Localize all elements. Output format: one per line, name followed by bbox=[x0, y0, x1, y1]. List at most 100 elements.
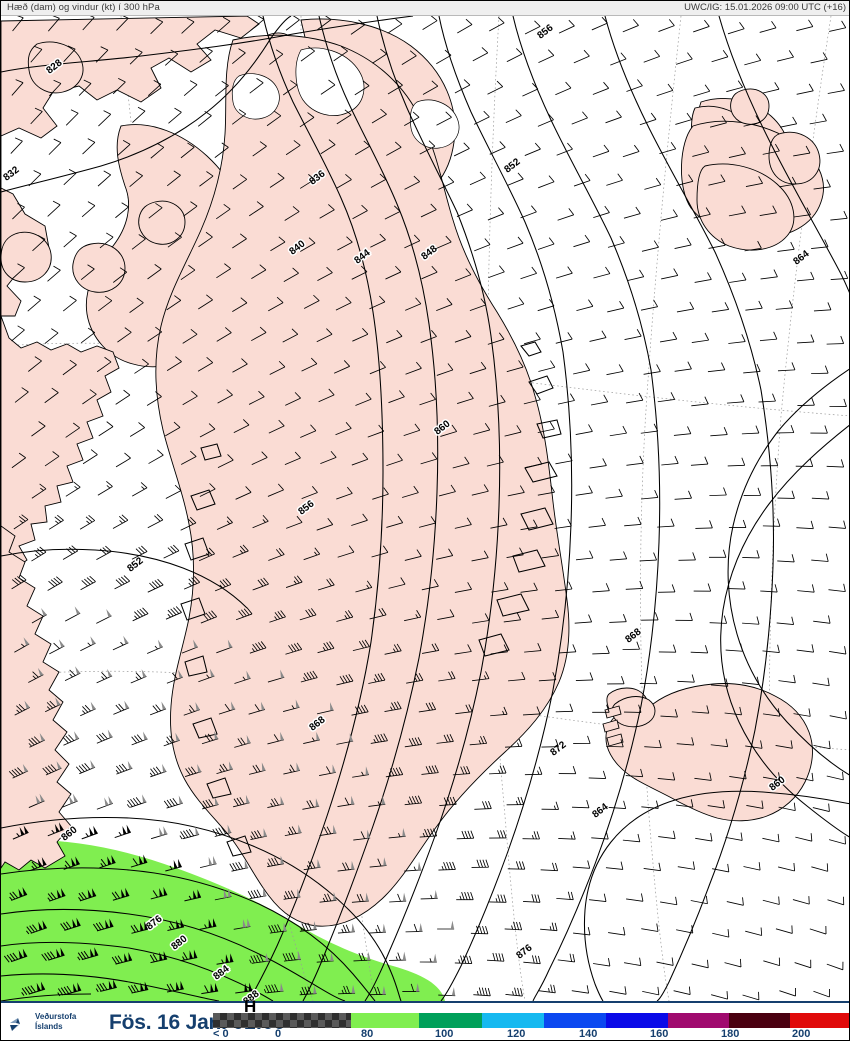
wind-barb bbox=[793, 207, 811, 218]
wind-barb bbox=[11, 574, 27, 590]
wind-barb bbox=[724, 958, 742, 968]
wind-barb bbox=[813, 302, 832, 312]
wind-barb bbox=[639, 552, 657, 562]
wind-barb bbox=[148, 202, 163, 219]
wind-barb bbox=[388, 828, 406, 839]
wind-barb bbox=[250, 16, 265, 31]
agency-name-line2: Íslands bbox=[35, 1022, 63, 1031]
wind-barb bbox=[404, 111, 420, 126]
wind-barb bbox=[828, 520, 847, 529]
wind-barb bbox=[149, 701, 167, 716]
wind-barb bbox=[456, 830, 475, 840]
wind-barb bbox=[320, 79, 336, 95]
wind-barb bbox=[370, 733, 388, 744]
wind-barb bbox=[811, 365, 829, 375]
wind-barb bbox=[96, 668, 113, 684]
wind-barb bbox=[555, 81, 572, 96]
wind-barb bbox=[826, 771, 844, 781]
wind-barb bbox=[165, 606, 182, 620]
wind-barb bbox=[92, 918, 114, 932]
wind-barb bbox=[31, 483, 47, 499]
colorbar-segment[interactable] bbox=[351, 1013, 419, 1028]
arctic-islet-b bbox=[1, 231, 52, 283]
wind-barb bbox=[775, 740, 793, 749]
wind-barb bbox=[626, 392, 644, 404]
wind-barb bbox=[657, 518, 675, 528]
wind-barb bbox=[389, 951, 407, 961]
colorbar-tick: 120 bbox=[507, 1028, 526, 1040]
wind-barb bbox=[336, 486, 353, 500]
wind-barb bbox=[30, 107, 43, 125]
colorbar-segment[interactable] bbox=[729, 1013, 791, 1028]
wind-barb bbox=[112, 77, 126, 95]
wind-barb bbox=[490, 706, 508, 717]
wind-barb bbox=[372, 487, 389, 500]
wind-barb bbox=[742, 991, 760, 1001]
colorbar-segment[interactable] bbox=[606, 1013, 668, 1028]
wind-barb bbox=[524, 643, 542, 653]
wind-barb bbox=[622, 641, 640, 650]
colorbar-tick-labels: < 0080100120140160180200220 bbox=[213, 1028, 849, 1040]
wind-barb bbox=[198, 668, 215, 683]
wind-barb bbox=[576, 299, 594, 312]
wind-barb bbox=[725, 832, 743, 841]
wind-barb bbox=[676, 737, 695, 746]
wind-barb bbox=[421, 265, 438, 280]
wind-barb bbox=[438, 484, 456, 497]
wind-barb bbox=[320, 139, 336, 155]
wind-barb bbox=[147, 578, 164, 593]
wind-barb bbox=[421, 765, 439, 775]
wind-barb bbox=[369, 295, 386, 310]
wind-barb bbox=[268, 419, 285, 434]
colorbar-segment[interactable] bbox=[213, 1013, 352, 1028]
wind-barb bbox=[368, 796, 386, 807]
wind-barb bbox=[166, 170, 181, 187]
wind-barb bbox=[114, 824, 132, 839]
wind-barb bbox=[180, 516, 197, 531]
wind-barb bbox=[302, 798, 320, 810]
colorbar-segment[interactable] bbox=[481, 1013, 545, 1028]
agency-logo[interactable]: Veðurstofa Íslands bbox=[7, 1012, 103, 1036]
wind-barb bbox=[216, 953, 234, 965]
wind-barb bbox=[64, 666, 81, 682]
colorbar-segment[interactable] bbox=[790, 1013, 849, 1028]
wind-barb bbox=[436, 363, 454, 376]
wind-barb bbox=[98, 110, 112, 127]
model-run-stamp: UWC/IG: 15.01.2026 09:00 UTC (+16) bbox=[684, 2, 846, 13]
wind-barb bbox=[572, 860, 591, 869]
wind-barb bbox=[112, 514, 129, 529]
wind-barb bbox=[745, 300, 763, 311]
wind-barb bbox=[727, 457, 746, 467]
wind-barb bbox=[640, 423, 659, 434]
wind-barb bbox=[299, 112, 315, 128]
wind-barb bbox=[404, 610, 422, 622]
wind-barb bbox=[65, 422, 80, 438]
wind-barb bbox=[809, 925, 827, 935]
wind-barb bbox=[609, 986, 627, 995]
colorbar-segment[interactable] bbox=[418, 1013, 482, 1028]
wind-barb bbox=[606, 173, 623, 186]
wind-barb bbox=[813, 179, 831, 190]
wind-barb bbox=[829, 646, 847, 655]
wind-barb bbox=[337, 923, 355, 934]
wind-barb bbox=[353, 951, 371, 962]
wind-barb bbox=[63, 856, 80, 870]
wind-barb bbox=[508, 671, 526, 682]
wind-barb bbox=[656, 957, 674, 966]
wind-barb bbox=[454, 644, 472, 655]
wind-barb bbox=[575, 424, 593, 435]
wind-barb bbox=[317, 641, 335, 654]
wind-barb bbox=[337, 795, 355, 807]
colorbar-segment[interactable] bbox=[544, 1013, 607, 1028]
wind-barb bbox=[30, 856, 47, 871]
colorbar-segment[interactable] bbox=[667, 1013, 730, 1028]
wind-speed-colorbar[interactable] bbox=[213, 1013, 849, 1028]
wind-barb bbox=[44, 387, 59, 404]
wind-barb bbox=[11, 452, 26, 469]
wind-barb bbox=[454, 79, 471, 94]
map-canvas[interactable]: 828 828 832 832 836 836 840 840 844 844 848 848 852 8… bbox=[1, 16, 849, 1001]
wind-barb bbox=[180, 949, 198, 962]
wind-barb bbox=[678, 552, 696, 561]
wind-barb bbox=[659, 331, 678, 343]
wind-barb bbox=[405, 297, 422, 311]
